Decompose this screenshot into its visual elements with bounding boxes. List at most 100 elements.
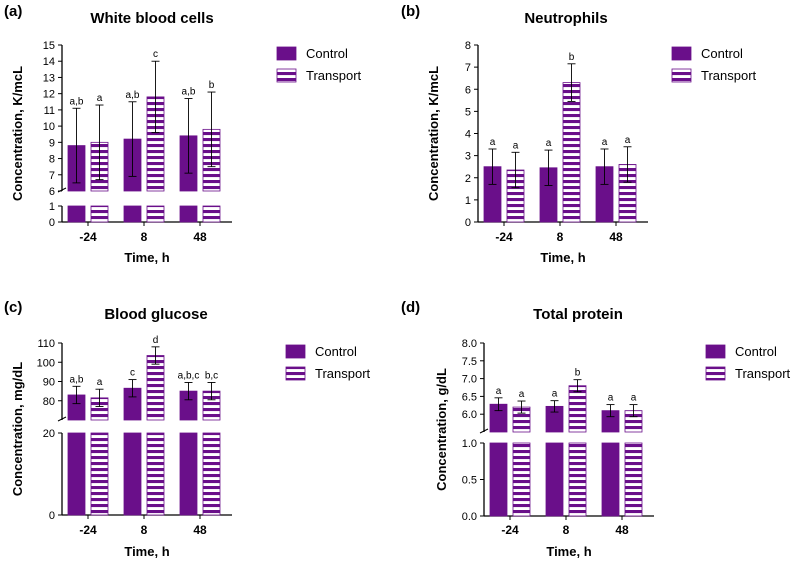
bar-transport [202,205,221,223]
y-tick-label: 6 [49,186,55,198]
bar-control [545,442,564,517]
bar-control [123,432,142,516]
significance-letter: b,c [205,370,218,381]
y-tick-label: 7 [49,170,55,182]
y-tick-label: 0 [49,217,55,229]
x-tick-label: 48 [193,523,207,537]
panel-label: (b) [401,3,420,20]
significance-letter: a [519,389,525,400]
legend-swatch-control [705,344,726,359]
axis-break-mark [57,187,67,193]
significance-letter: b [575,368,581,379]
significance-letter: a [513,140,519,151]
y-tick-label: 0 [465,217,471,229]
x-axis-label: Time, h [546,544,591,559]
y-tick-label: 1.0 [462,438,477,450]
significance-letter: a [490,137,496,148]
legend-label-control: Control [306,46,348,61]
significance-letter: a [625,135,631,146]
y-tick-label: 110 [37,338,55,350]
y-tick-label: 90 [43,377,55,389]
y-tick-label: 2 [465,173,471,185]
legend-swatch-transport [285,366,306,381]
legend-label-transport: Transport [306,68,362,83]
panel-label: (c) [4,299,22,316]
y-axis-label: Concentration, mg/dL [10,362,25,496]
y-tick-label: 0.5 [462,475,477,487]
bar-transport [624,442,643,517]
significance-letter: a [97,93,103,104]
y-tick-label: 7.0 [462,374,477,386]
significance-letter: a [602,137,608,148]
legend-swatch-transport [671,68,692,83]
significance-letter: a,b [182,87,196,98]
bar-transport [562,82,581,223]
significance-letter: a [608,393,614,404]
legend-swatch-transport [276,68,297,83]
axis-break-mark [57,416,67,422]
y-tick-label: 0.0 [462,511,477,523]
significance-letter: a [97,377,103,388]
chart-panel-c: (c) Blood glucose 80 90 100 110 0 20 -24 a,b a 8 c d 4… [4,299,371,559]
x-tick-label: -24 [79,230,97,244]
y-tick-label: 14 [43,56,55,68]
y-tick-label: 0 [49,510,55,522]
significance-letter: a,b,c [178,370,200,381]
x-tick-label: 48 [193,230,207,244]
bar-transport [568,385,587,433]
y-tick-label: 5 [465,106,471,118]
y-tick-label: 100 [37,357,55,369]
y-tick-label: 4 [465,129,471,141]
y-tick-label: 7.5 [462,356,477,368]
bar-control [123,205,142,223]
y-tick-label: 8 [465,40,471,52]
bar-control [67,205,86,223]
bar-transport [146,205,165,223]
x-axis-label: Time, h [124,544,169,559]
x-tick-label: 48 [609,230,623,244]
legend-swatch-control [276,46,297,61]
x-tick-label: 48 [615,523,629,537]
bar-transport [568,442,587,517]
x-tick-label: -24 [501,523,519,537]
y-tick-label: 8.0 [462,338,477,350]
x-tick-label: -24 [495,230,513,244]
chart-title: White blood cells [90,10,213,27]
chart-panel-d: (d) Total protein 6.0 6.5 7.0 7.5 8.0 0.0 0.5 1.0… [401,299,791,559]
y-axis-label: Concentration, K/mcL [426,66,441,201]
legend-swatch-transport [705,366,726,381]
y-tick-label: 20 [43,428,55,440]
bar-transport [146,432,165,516]
panel-label: (a) [4,3,22,20]
significance-letter: a [552,389,558,400]
y-tick-label: 3 [465,151,471,163]
significance-letter: d [153,335,159,346]
bar-control [489,442,508,517]
y-tick-label: 15 [43,40,55,52]
x-tick-label: -24 [79,523,97,537]
significance-letter: a [496,386,502,397]
bar-control [179,205,198,223]
significance-letter: b [569,52,575,63]
significance-letter: a,b [70,374,84,385]
y-tick-label: 10 [43,121,55,133]
chart-title: Total protein [533,306,623,323]
legend-label-transport: Transport [735,366,791,381]
significance-letter: a [546,138,552,149]
legend-label-control: Control [701,46,743,61]
bar-transport [90,205,109,223]
y-tick-label: 12 [43,89,55,101]
legend-swatch-control [285,344,306,359]
bar-transport [512,442,531,517]
legend-label-transport: Transport [701,68,757,83]
bar-control [179,432,198,516]
x-axis-label: Time, h [124,250,169,265]
y-tick-label: 11 [44,105,55,117]
y-tick-label: 1 [49,201,55,213]
chart-title: Neutrophils [524,10,607,27]
y-tick-label: 6.5 [462,391,477,403]
y-tick-label: 7 [465,62,471,74]
bar-control [67,432,86,516]
significance-letter: a,b [70,96,84,107]
